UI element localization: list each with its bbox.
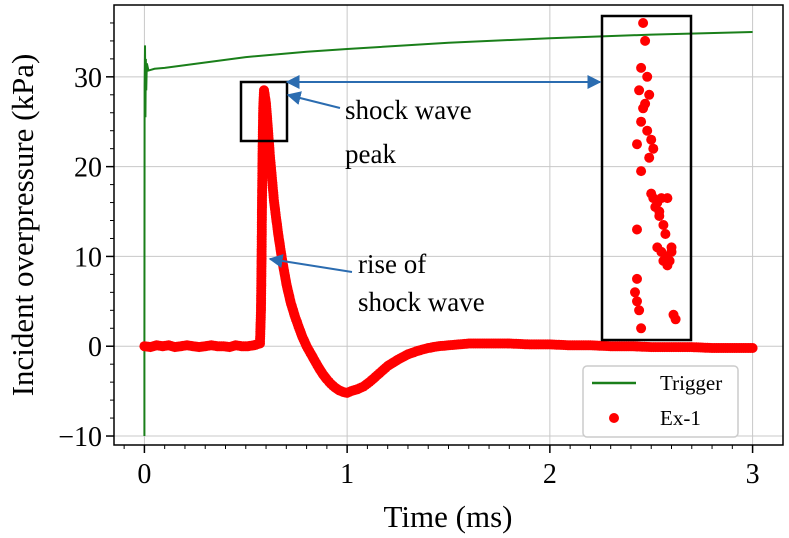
y-tick-label: −10 (58, 422, 102, 453)
ex1-point (664, 255, 675, 266)
annotation-peak-line2: peak (345, 139, 396, 169)
x-axis-ticks: 0 1 2 3 (123, 445, 760, 490)
ex1-point (666, 246, 677, 257)
ex1-point (646, 134, 657, 145)
y-axis-ticks: −10 0 10 20 30 (58, 22, 114, 453)
ex1-point (648, 143, 659, 154)
x-tick-label: 3 (746, 459, 760, 490)
ex1-series-points (139, 18, 758, 398)
ex1-point (670, 314, 681, 325)
ex1-point (644, 89, 655, 100)
ex1-point (632, 296, 642, 307)
ex1-point (636, 323, 647, 334)
ex1-point (662, 193, 673, 204)
ex1-point (634, 305, 645, 316)
annotation-rise-line2: shock wave (358, 287, 485, 317)
legend-ex1-label: Ex-1 (660, 406, 701, 430)
plot-area (139, 18, 758, 437)
y-tick-label: 0 (88, 332, 102, 363)
ex1-point (747, 343, 758, 353)
annotation-rise-of-shock-wave: rise of shock wave (358, 249, 485, 317)
annotation-rise-line1: rise of (358, 249, 426, 279)
y-tick-label: 30 (74, 63, 102, 94)
peak-highlight-box (239, 80, 289, 143)
ex1-point (640, 98, 651, 109)
legend-ex1-swatch (609, 413, 619, 423)
ex1-point (658, 220, 669, 230)
y-tick-label: 20 (74, 153, 102, 184)
ex1-point (660, 229, 671, 239)
ex1-point (642, 71, 653, 82)
ex1-point (644, 152, 655, 163)
ex1-point (634, 85, 645, 96)
ex1-point (636, 166, 647, 177)
annotation-shock-wave-peak: shock wave peak (345, 95, 472, 169)
legend-trigger-label: Trigger (660, 371, 722, 395)
y-tick-label: 10 (74, 242, 102, 273)
x-tick-label: 2 (543, 459, 557, 490)
x-axis-title: Time (ms) (384, 499, 513, 534)
ex1-point (642, 125, 653, 136)
ex1-point (636, 62, 647, 73)
annotation-peak-line1: shock wave (345, 95, 472, 125)
trigger-series-line (143, 30, 753, 437)
ex1-point (632, 139, 642, 150)
zoom-box (600, 14, 693, 342)
ex1-point (640, 35, 651, 46)
ex1-point (654, 206, 665, 217)
ex1-point (632, 273, 642, 284)
ex1-point (630, 287, 640, 298)
ex1-point (636, 116, 647, 127)
ex1-point (638, 18, 649, 28)
arrow-rise-to-label (268, 254, 353, 273)
arrow-peak-to-label (286, 91, 341, 109)
legend: Trigger Ex-1 (582, 365, 739, 438)
x-tick-label: 1 (340, 459, 354, 490)
y-axis-title: Incident overpressure (kPa) (5, 54, 40, 397)
ex1-point (632, 224, 642, 235)
x-tick-label: 0 (137, 459, 151, 490)
